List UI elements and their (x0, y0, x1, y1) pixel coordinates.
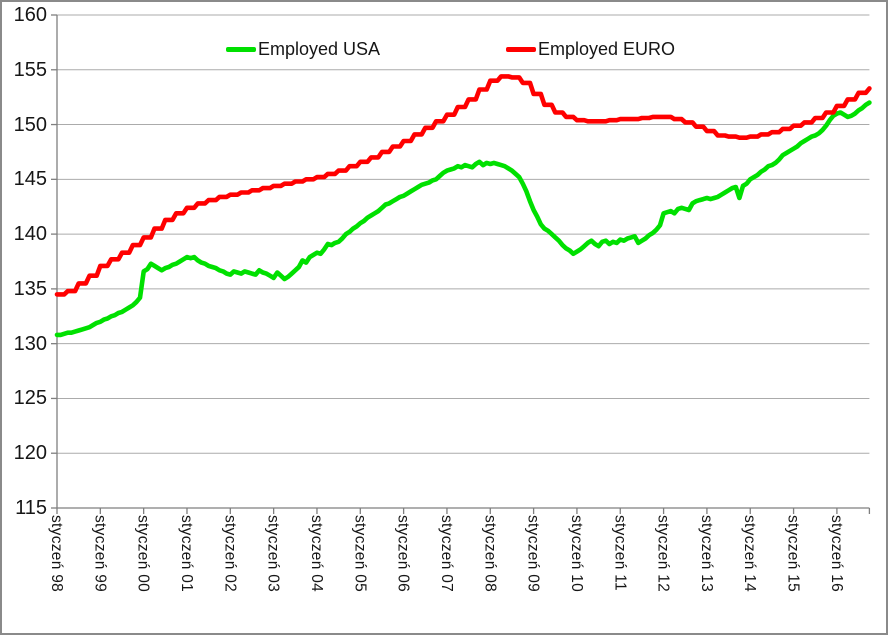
x-axis-label: styczeń 99 (91, 515, 109, 593)
series-line-euro (54, 74, 872, 297)
series-lines (54, 74, 872, 338)
y-axis-label: 145 (13, 168, 47, 191)
y-axis-label: 125 (13, 387, 47, 410)
x-axis-label: styczeń 07 (437, 515, 455, 593)
x-axis-label: styczeń 03 (264, 515, 282, 593)
y-axis-label: 115 (15, 497, 47, 519)
x-axis-label: styczeń 14 (741, 515, 759, 593)
y-axis-label: 155 (13, 58, 47, 81)
x-axis-label: styczeń 01 (177, 515, 195, 593)
x-axis-label: styczeń 15 (784, 515, 802, 593)
euro-line-swatch-icon (506, 46, 536, 52)
x-axis-label: styczeń 05 (351, 515, 369, 593)
usa-line-swatch-icon (226, 46, 256, 52)
y-axis-label: 130 (13, 332, 47, 355)
y-axis-label: 150 (13, 113, 47, 136)
x-axis-label: styczeń 02 (221, 515, 239, 593)
x-axis-label: styczeń 12 (654, 515, 672, 593)
legend-label-euro: Employed EURO (538, 38, 676, 59)
series-line-usa (54, 100, 872, 338)
legend-item-euro: Employed EURO (506, 38, 675, 60)
x-axis-label: styczeń 00 (134, 515, 152, 593)
x-axis-label: styczeń 06 (394, 515, 412, 593)
y-axis-label: 160 (13, 4, 47, 26)
legend-item-usa: Employed USA (226, 38, 380, 60)
y-axis-label: 140 (13, 223, 47, 246)
gridlines (57, 14, 870, 454)
legend-label-usa: Employed USA (258, 38, 381, 59)
x-axis-label: styczeń 04 (307, 515, 325, 593)
x-axis-label: styczeń 11 (611, 515, 629, 591)
y-axis-label: 120 (13, 442, 47, 465)
x-axis-label: styczeń 09 (524, 515, 542, 593)
x-axis-label: styczeń 98 (48, 515, 65, 593)
x-axis-label: styczeń 16 (827, 515, 845, 593)
x-axis-label: styczeń 08 (481, 515, 499, 593)
x-axis-label: styczeń 13 (697, 515, 715, 593)
axes (51, 14, 871, 514)
x-axis-label: styczeń 10 (567, 515, 585, 593)
y-axis-label: 135 (13, 277, 47, 300)
